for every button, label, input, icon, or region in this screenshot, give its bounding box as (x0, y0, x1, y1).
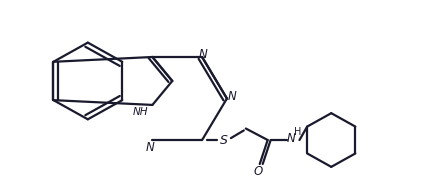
Text: N: N (227, 90, 236, 103)
Text: NH: NH (132, 107, 148, 117)
Text: N: N (286, 132, 295, 145)
Text: O: O (253, 165, 262, 178)
Text: S: S (220, 134, 227, 147)
Text: N: N (198, 48, 207, 61)
Text: H: H (293, 127, 300, 137)
Text: N: N (146, 141, 155, 154)
